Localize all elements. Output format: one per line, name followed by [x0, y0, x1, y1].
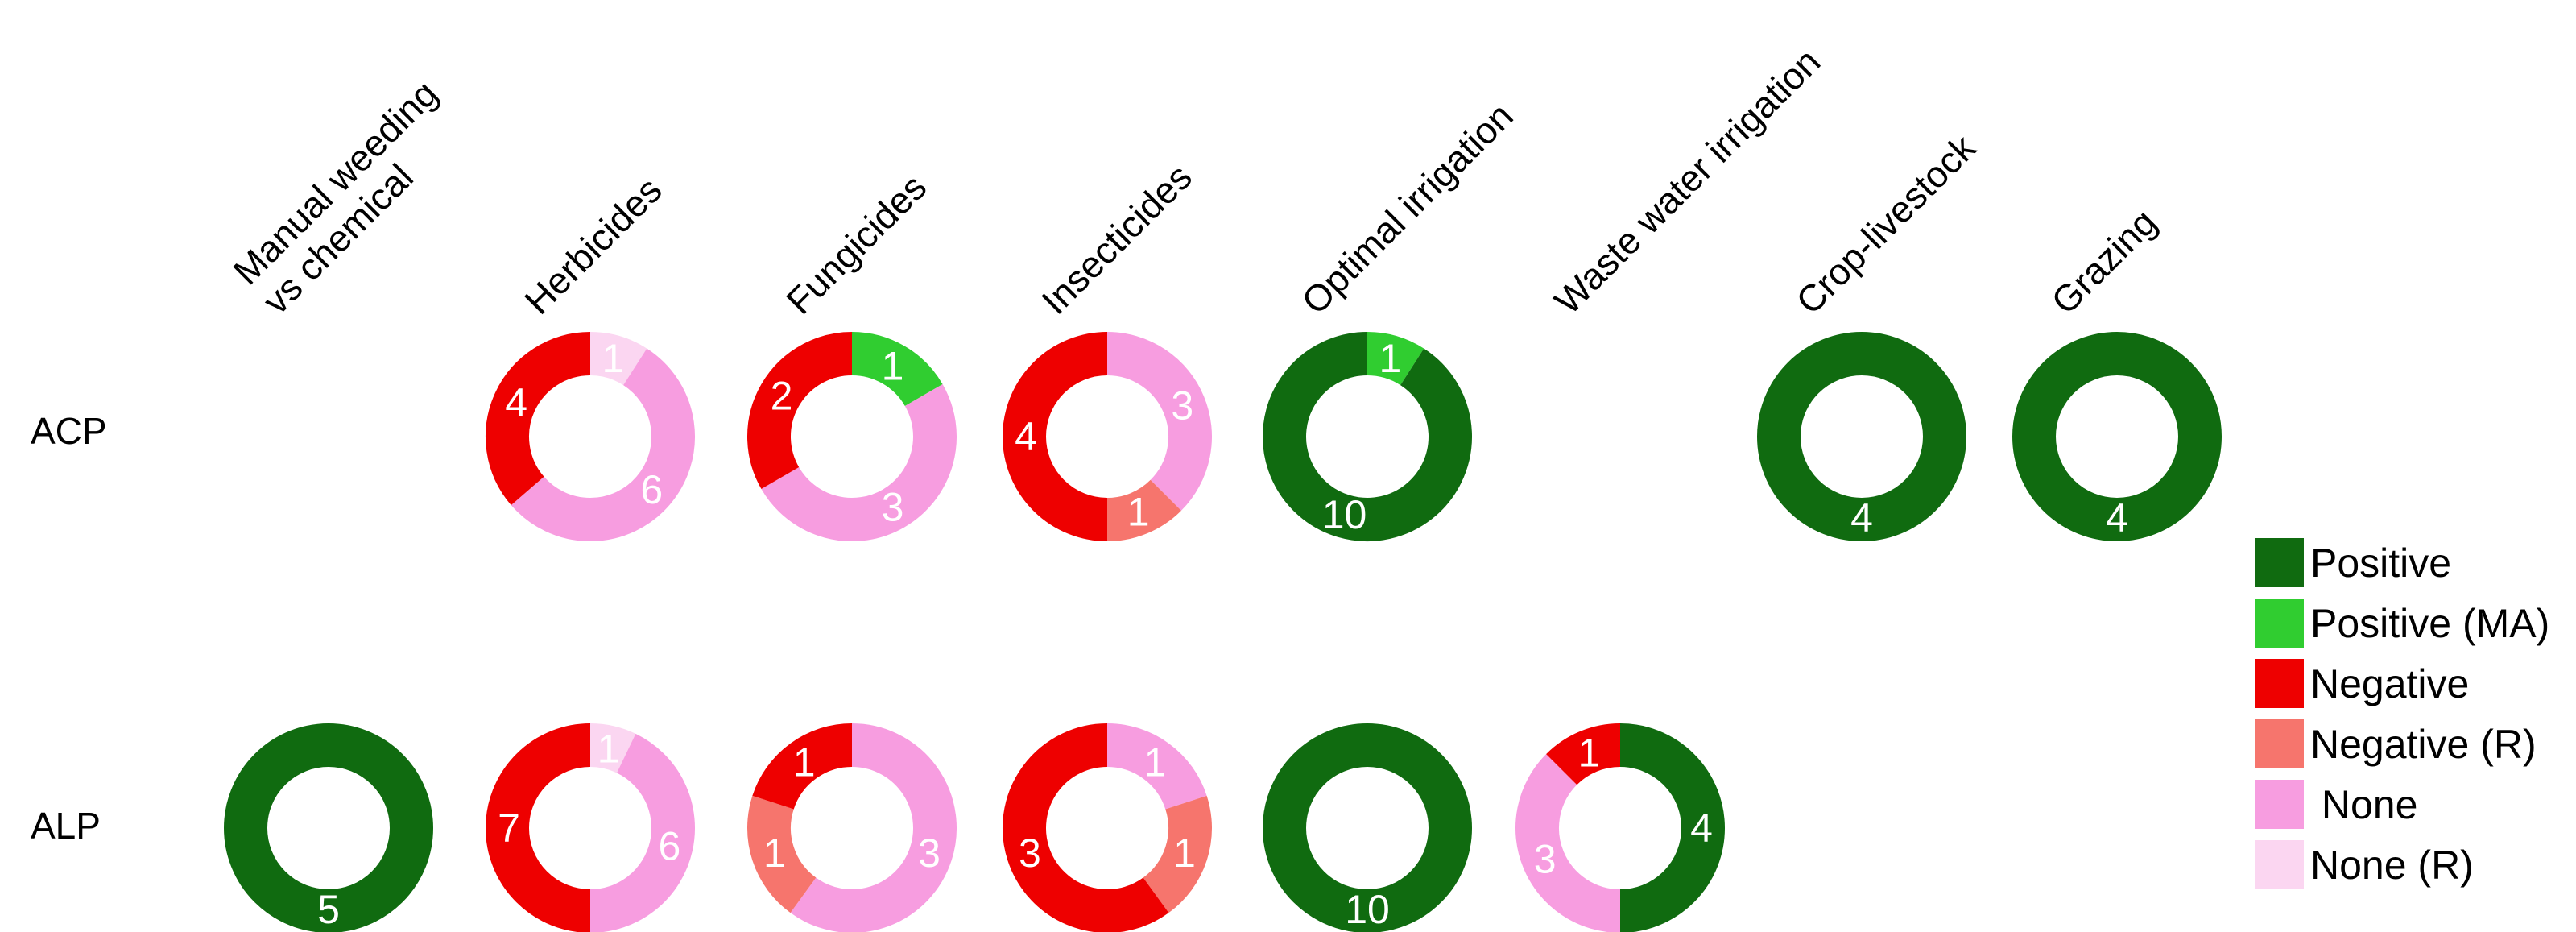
- donut-segment-value: 5: [317, 887, 340, 932]
- donut-segment-value: 1: [597, 727, 620, 772]
- donut-segment-value: 1: [1143, 739, 1166, 785]
- legend-label-negative: Negative: [2310, 661, 2470, 706]
- donut-alp-0: 5: [224, 723, 433, 932]
- donut-acp-3: 3 1 4: [1003, 332, 1212, 541]
- legend-item-positive: Positive: [2255, 538, 2549, 587]
- legend-swatch-negative: [2255, 659, 2304, 708]
- donut-acp-4: 1 10: [1263, 332, 1472, 541]
- legend-item-none-r: None (R): [2255, 840, 2549, 889]
- donut-segment-value: 3: [918, 831, 941, 876]
- donut-segment-value: 7: [498, 806, 520, 851]
- column-header-fungicides: Fungicides: [778, 165, 935, 322]
- column-header-herbicides: Herbicides: [516, 168, 670, 322]
- donut-segment-none_r: [589, 332, 647, 386]
- donut-segment-value: 1: [602, 336, 625, 381]
- column-header-manual-weeding: Manual weeding vs chemical: [225, 72, 446, 322]
- donut-segment-positive: [1263, 723, 1472, 932]
- donut-segment-value: 1: [1577, 731, 1600, 776]
- donut-segment-value: 4: [1015, 414, 1037, 459]
- donut-alp-2: 3 1 1: [747, 723, 957, 932]
- donut-segment-positive_ma: [1366, 332, 1424, 386]
- donut-segment-value: 4: [1690, 806, 1713, 851]
- donut-alp-3: 1 1 3: [1003, 723, 1212, 932]
- donut-segment-value: 1: [1173, 831, 1196, 876]
- column-header-waste-water-irrigation: Waste water irrigation: [1546, 39, 1829, 322]
- legend-label-positive-ma: Positive (MA): [2310, 600, 2550, 646]
- donut-segment-negative_r: [1142, 795, 1212, 913]
- donut-segment-value: 4: [1850, 495, 1873, 541]
- donut-segment-value: 3: [882, 484, 904, 529]
- donut-segment-value: 1: [882, 344, 904, 389]
- legend-label-none-r: None (R): [2310, 842, 2474, 888]
- donut-segment-value: 1: [1379, 336, 1402, 381]
- legend-swatch-none: [2255, 780, 2304, 829]
- legend: Positive Positive (MA) Negative Negative…: [2255, 538, 2549, 889]
- column-header-crop-livestock: Crop-livestock: [1788, 126, 1984, 322]
- donut-segment-none_r: [589, 723, 636, 773]
- donut-segment-positive: [1757, 332, 1966, 541]
- donut-acp-7: 4: [2012, 332, 2222, 541]
- donut-segment-negative: [747, 332, 853, 489]
- legend-item-negative: Negative: [2255, 659, 2549, 708]
- donut-segment-negative: [1546, 723, 1621, 785]
- donut-segment-none: [1515, 754, 1621, 932]
- donut-segment-value: 1: [763, 831, 786, 876]
- donut-segment-negative: [1003, 332, 1108, 541]
- donut-segment-negative_r: [1106, 479, 1181, 541]
- donut-segment-value: 10: [1345, 887, 1390, 932]
- donut-segment-value: 3: [1019, 831, 1041, 876]
- legend-swatch-positive-ma: [2255, 599, 2304, 648]
- donut-alp-4: 10: [1263, 723, 1472, 932]
- donut-segment-value: 1: [793, 739, 816, 785]
- donut-acp-1: 1 6 4: [486, 332, 695, 541]
- legend-swatch-positive: [2255, 538, 2304, 587]
- donut-segment-none: [589, 733, 695, 932]
- donut-segment-value: 4: [505, 380, 527, 425]
- donut-segment-positive: [1263, 332, 1472, 541]
- column-header-insecticides: Insecticides: [1033, 155, 1200, 322]
- donut-segment-value: 2: [771, 374, 793, 419]
- donut-segment-none: [511, 348, 695, 541]
- donut-segment-negative: [486, 332, 591, 506]
- donut-alp-1: 1 6 7: [486, 723, 695, 932]
- donut-segment-negative: [1003, 723, 1169, 932]
- donut-segment-negative: [486, 723, 591, 932]
- legend-label-positive: Positive: [2310, 540, 2452, 586]
- donut-segment-value: 4: [2106, 495, 2128, 541]
- donut-acp-6: 4: [1757, 332, 1966, 541]
- donut-segment-positive: [2012, 332, 2222, 541]
- donut-acp-2: 1 3 2: [747, 332, 957, 541]
- donut-segment-value: 1: [1127, 489, 1150, 534]
- donut-segment-none: [790, 723, 957, 932]
- legend-item-positive-ma: Positive (MA): [2255, 599, 2549, 648]
- donut-segment-value: 10: [1322, 492, 1367, 537]
- row-label-alp: ALP: [31, 805, 101, 847]
- legend-label-none: None: [2310, 781, 2418, 827]
- row-label-acp: ACP: [31, 410, 107, 452]
- legend-swatch-negative-r: [2255, 719, 2304, 768]
- column-header-optimal-irrigation: Optimal irrigation: [1293, 94, 1521, 322]
- donut-segment-none: [1106, 332, 1212, 511]
- donut-segment-positive: [224, 723, 433, 932]
- column-header-grazing: Grazing: [2043, 201, 2165, 322]
- legend-label-negative-r: Negative (R): [2310, 721, 2537, 767]
- legend-item-none: None: [2255, 780, 2549, 829]
- donut-segment-value: 3: [1534, 837, 1557, 882]
- donut-segment-positive_ma: [851, 332, 943, 407]
- legend-swatch-none-r: [2255, 840, 2304, 889]
- donut-segment-positive: [1619, 723, 1725, 932]
- donut-segment-value: 6: [640, 467, 663, 512]
- donut-segment-negative_r: [747, 795, 817, 913]
- donut-segment-value: 3: [1171, 383, 1193, 428]
- donut-segment-none: [1106, 723, 1207, 810]
- legend-item-negative-r: Negative (R): [2255, 719, 2549, 768]
- donut-segment-none: [761, 384, 957, 541]
- donut-segment-value: 6: [659, 823, 681, 868]
- donut-alp-5: 4 3 1: [1515, 723, 1725, 932]
- donut-segment-negative: [752, 723, 853, 810]
